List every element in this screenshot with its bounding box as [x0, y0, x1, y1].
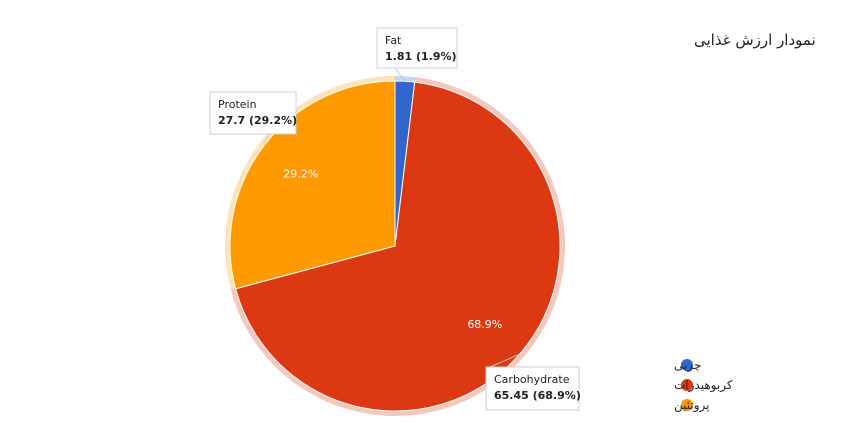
callout-value-fat: 1.81 (1.9%) [385, 50, 457, 63]
slice-layer [229, 80, 561, 412]
legend-item-fat[interactable]: چربی [674, 358, 701, 373]
callout-box-fat [376, 27, 458, 69]
slice-protein[interactable] [229, 80, 396, 290]
slice-label-protein: 29.2% [283, 168, 318, 181]
legend-label-carbohydrate: کربوهیدرات [674, 378, 733, 393]
legend-marker-fat [681, 359, 693, 371]
slice-label-carbohydrate: 68.9% [467, 318, 502, 331]
callout-leader-carbohydrate [489, 353, 520, 368]
callout-name-fat: Fat [385, 34, 402, 47]
legend-item-protein[interactable]: پروتئین [674, 398, 709, 413]
chart-title: نمودار ارزش غذایی [694, 31, 816, 49]
legend-item-carbohydrate[interactable]: کربوهیدرات [674, 378, 733, 393]
callout-leader-fat [394, 67, 406, 82]
callout-layer: Fat 1.81 (1.9%) Carbohydrate 65.45 (68.9%) P… [209, 27, 581, 411]
slice-label-layer: 68.9% 29.2% [283, 168, 502, 331]
callout-box-carbohydrate [485, 366, 580, 411]
callout-name-protein: Protein [218, 98, 257, 111]
legend-label-fat: چربی [674, 358, 701, 373]
legend-marker-carbohydrate [681, 379, 693, 391]
callout-leader-layer [263, 67, 520, 368]
callout-fat: Fat 1.81 (1.9%) [376, 27, 458, 69]
callout-leader-protein [263, 133, 269, 146]
callout-value-carbohydrate: 65.45 (68.9%) [494, 389, 581, 402]
callout-value-protein: 27.7 (29.2%) [218, 114, 297, 127]
callout-box-protein [209, 91, 297, 135]
callout-name-carbohydrate: Carbohydrate [494, 373, 570, 386]
callout-carbohydrate: Carbohydrate 65.45 (68.9%) [485, 366, 581, 411]
callout-protein: Protein 27.7 (29.2%) [209, 91, 297, 135]
legend-marker-protein [681, 399, 693, 411]
legend: چربی کربوهیدرات پروتئین [674, 358, 733, 413]
legend-label-protein: پروتئین [674, 398, 709, 413]
